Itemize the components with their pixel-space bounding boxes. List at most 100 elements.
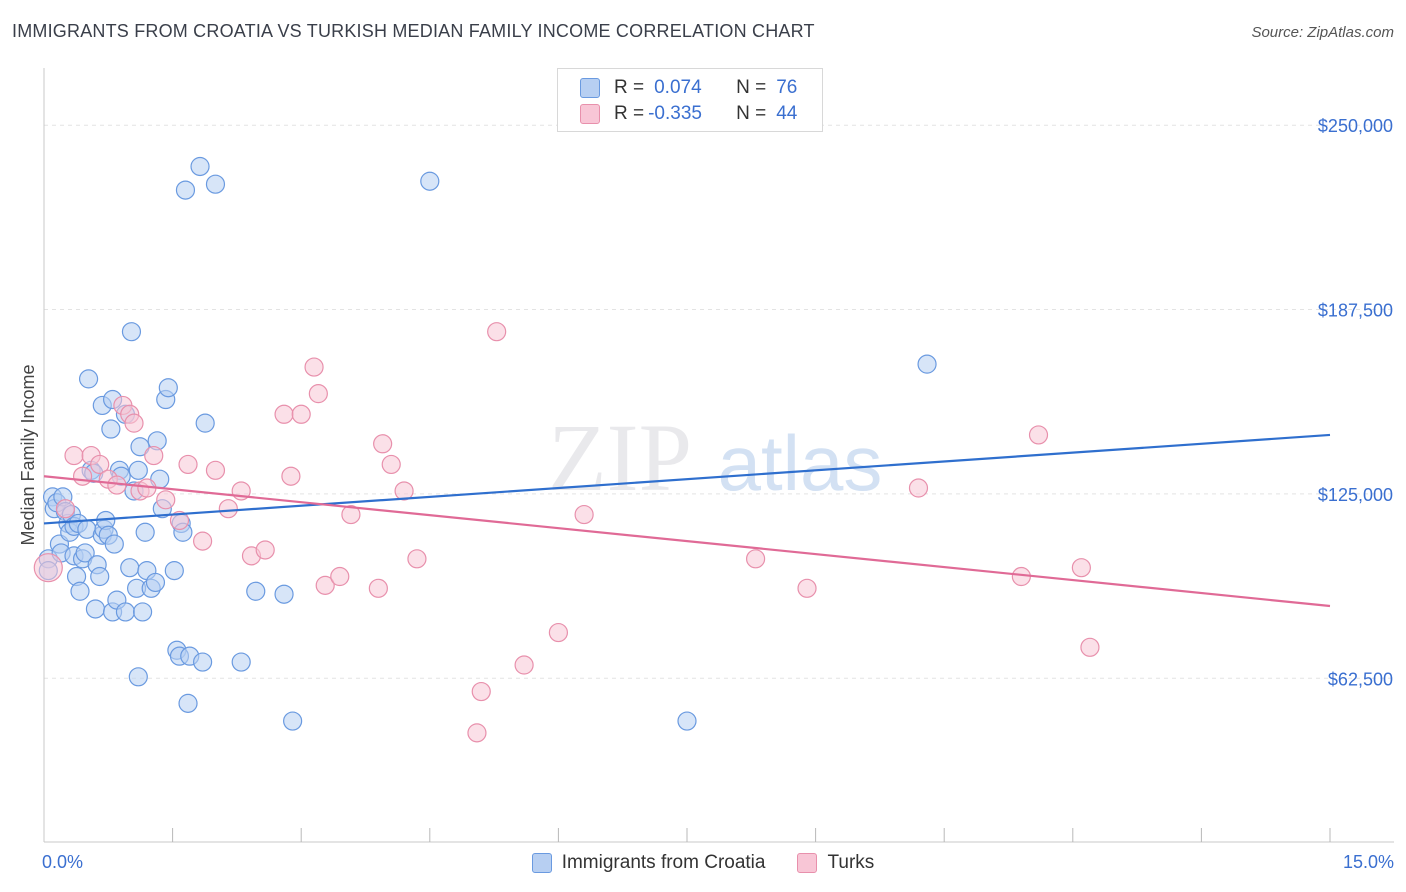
correlation-legend: R = 0.074 N = 76 R = -0.335 N = 44 (557, 68, 823, 132)
legend-label-turks: Turks (827, 852, 875, 873)
data-point-turks (548, 622, 569, 643)
data-point-croatia (132, 602, 153, 622)
data-point-turks (156, 490, 176, 510)
legend-swatch-turks (580, 104, 600, 124)
data-point-croatia (135, 522, 155, 542)
data-point-turks (341, 504, 361, 525)
trend-lines (43, 433, 1331, 608)
data-point-turks (394, 481, 414, 501)
legend-r-value: -0.335 (648, 103, 702, 124)
legend-swatch-croatia (580, 78, 600, 98)
y-tick-label: $250,000 (1318, 116, 1393, 136)
data-point-turks (308, 384, 328, 404)
data-point-croatia (917, 354, 937, 374)
data-point-turks (368, 578, 388, 598)
watermark-atlas: atlas (718, 419, 883, 507)
legend-n-label: N = (736, 77, 767, 98)
y-tick-label: $125,000 (1318, 485, 1393, 505)
data-point-turks (291, 404, 311, 424)
watermark-zip: ZIP (548, 404, 692, 511)
series-legend: Immigrants from Croatia Turks (0, 852, 1406, 874)
data-point-turks (1028, 425, 1049, 445)
data-point-turks (144, 445, 164, 466)
data-point-turks (169, 510, 190, 531)
data-point-turks (33, 553, 63, 583)
y-tick-label: $187,500 (1318, 301, 1393, 321)
data-point-croatia (246, 581, 266, 601)
data-point-croatia (164, 561, 184, 581)
trend-line-croatia (43, 433, 1331, 525)
data-point-turks (205, 460, 226, 480)
data-point-croatia (195, 413, 215, 433)
data-point-croatia (130, 437, 150, 457)
axes (43, 68, 1394, 843)
legend-swatch-turks (797, 853, 818, 873)
data-point-croatia (115, 602, 136, 622)
data-point-turks (218, 499, 238, 519)
trend-line-turks (43, 475, 1331, 608)
data-point-croatia (145, 572, 166, 593)
data-point-croatia (90, 566, 110, 587)
series-turks-points (33, 322, 1100, 743)
chart-title: IMMIGRANTS FROM CROATIA VS TURKISH MEDIA… (12, 21, 815, 41)
data-point-turks (304, 357, 324, 377)
data-point-turks (315, 575, 335, 595)
data-point-croatia (190, 156, 210, 177)
data-point-turks (64, 445, 84, 466)
y-axis-label-group: Median Family Income (18, 364, 38, 545)
data-point-turks (193, 531, 213, 551)
data-point-turks (381, 454, 401, 475)
data-point-turks (1080, 637, 1100, 657)
data-point-croatia (193, 652, 213, 672)
legend-item-croatia: Immigrants from Croatia (531, 852, 766, 874)
legend-row-turks: R = -0.335 N = 44 (580, 102, 797, 126)
legend-n-value: 44 (776, 103, 798, 124)
data-point-turks (797, 578, 817, 598)
data-point-croatia (85, 599, 106, 619)
data-point-turks (330, 566, 350, 587)
data-point-turks (274, 404, 294, 424)
y-tick-labels: $62,500 $125,000 $187,500 $250,000 (1318, 116, 1393, 689)
legend-swatch-croatia (531, 853, 552, 873)
data-point-croatia (158, 378, 178, 398)
y-axis-label: Median Family Income (18, 364, 38, 545)
x-axis-min-label: 0.0% (42, 852, 84, 872)
data-point-turks (255, 540, 275, 560)
data-point-turks (178, 454, 198, 475)
legend-n-value: 76 (776, 77, 798, 98)
data-point-croatia (283, 711, 303, 731)
data-point-croatia (78, 369, 99, 389)
data-point-turks (745, 549, 766, 569)
legend-label-croatia: Immigrants from Croatia (561, 852, 766, 873)
data-point-croatia (120, 558, 140, 578)
data-point-croatia (274, 584, 294, 604)
data-point-turks (281, 466, 301, 486)
watermark: ZIP atlas (548, 404, 882, 511)
data-point-croatia (128, 460, 148, 480)
source-label: Source: ZipAtlas.com (1251, 24, 1394, 41)
data-point-croatia (420, 171, 440, 191)
data-point-turks (487, 322, 507, 342)
data-point-turks (373, 434, 393, 454)
data-point-croatia (677, 711, 697, 731)
data-point-croatia (101, 419, 121, 439)
data-point-croatia (104, 534, 124, 554)
data-point-croatia (121, 322, 142, 342)
data-point-turks (124, 413, 144, 433)
legend-r-label: R = (614, 103, 645, 124)
data-point-croatia (128, 667, 148, 687)
data-point-turks (908, 478, 929, 498)
data-point-turks (90, 454, 110, 475)
data-point-turks (55, 499, 76, 519)
x-axis-max-label: 15.0% (1342, 852, 1394, 872)
data-point-turks (467, 723, 487, 743)
data-point-croatia (70, 581, 90, 601)
legend-item-turks: Turks (797, 852, 874, 874)
data-point-turks (471, 681, 491, 702)
data-point-croatia (231, 652, 251, 672)
data-point-turks (72, 466, 93, 486)
data-point-croatia (205, 174, 226, 194)
data-point-croatia (178, 693, 198, 713)
data-point-turks (1071, 558, 1091, 578)
